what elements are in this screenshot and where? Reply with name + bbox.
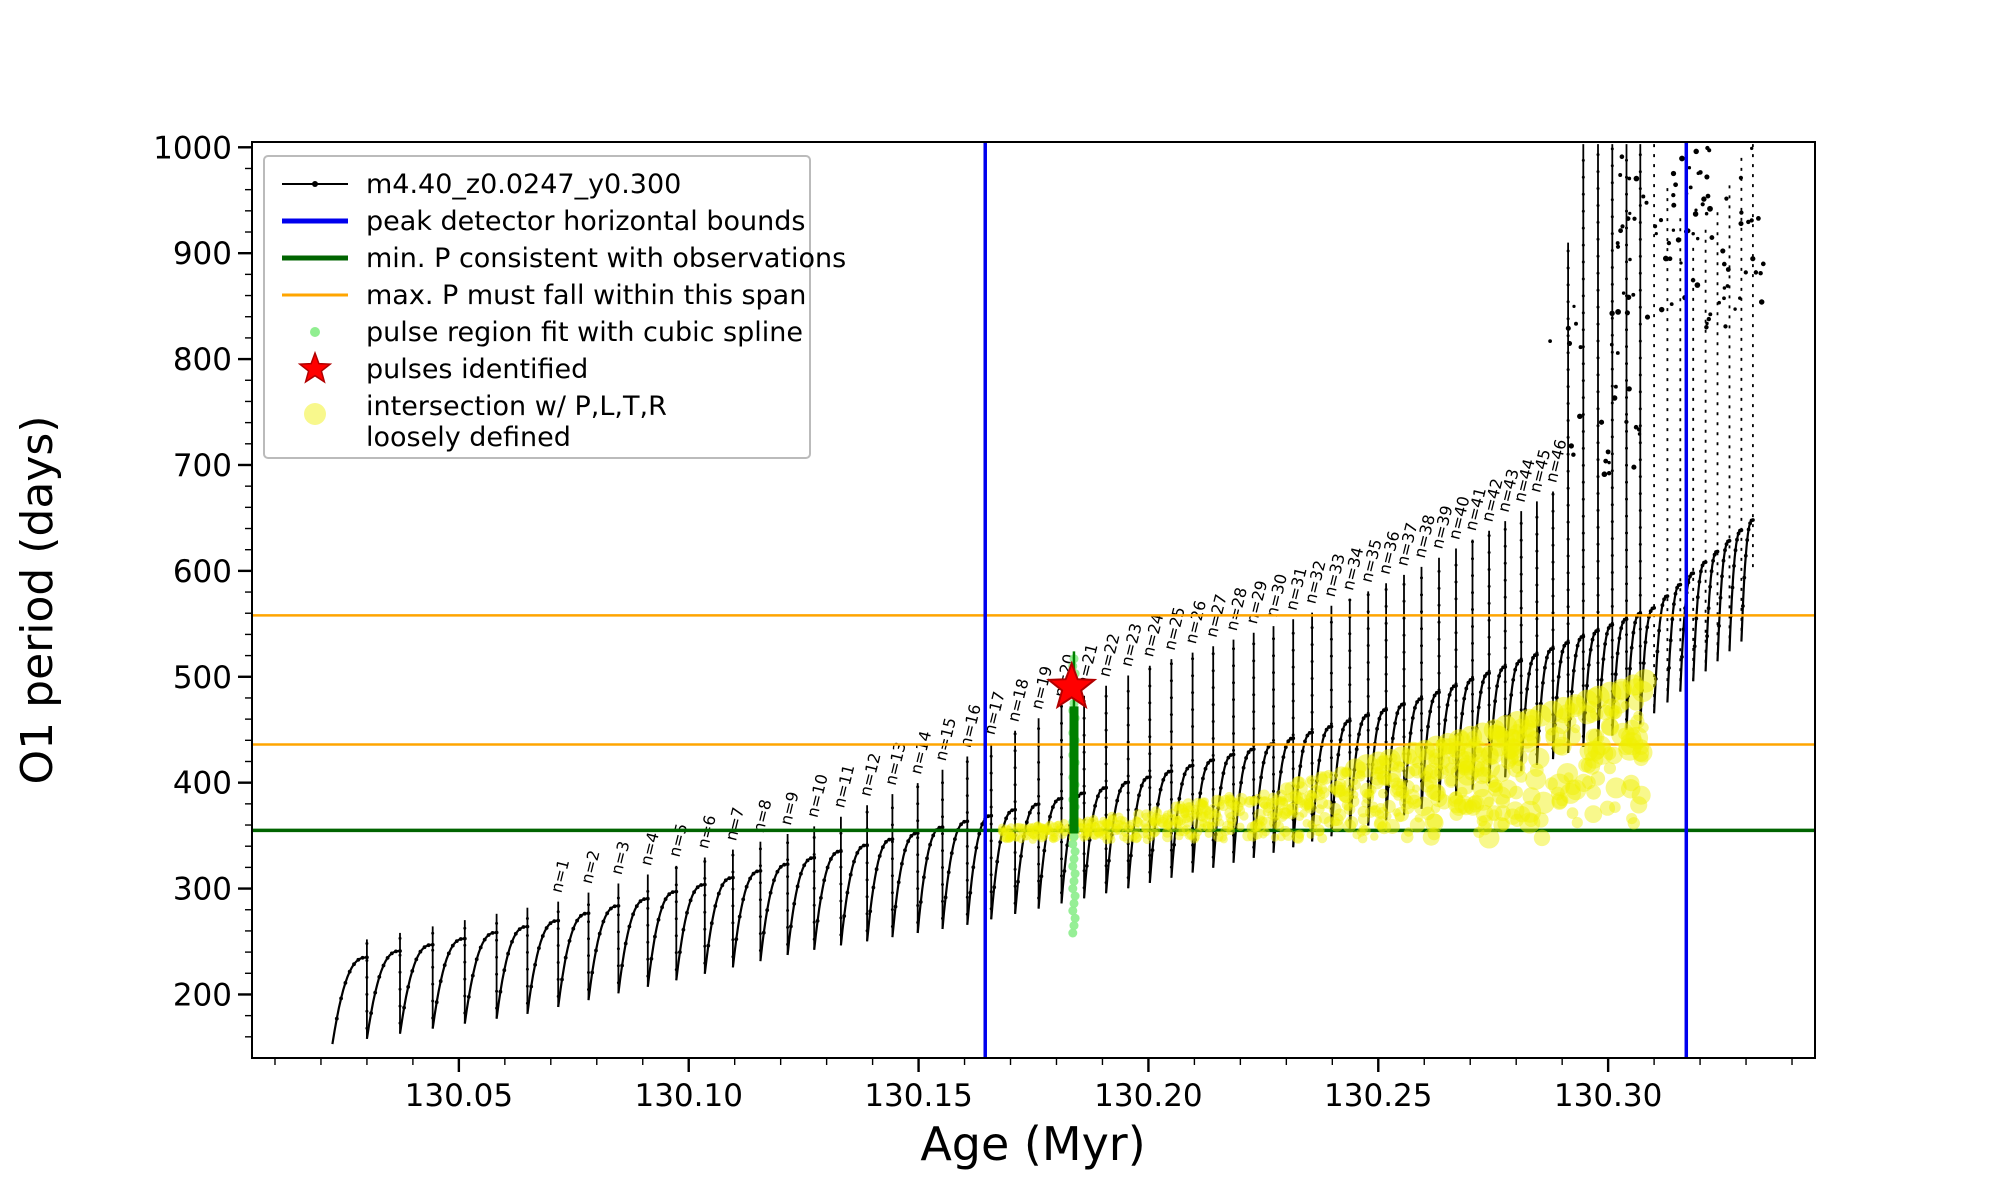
y-tick-label: 1000	[153, 130, 232, 166]
legend-swatch-pulses	[297, 350, 333, 384]
x-axis-title: Age (Myr)	[920, 1117, 1145, 1171]
legend-label-series: m4.40_z0.0247_y0.300	[366, 169, 681, 200]
x-tick-label: 130.25	[1324, 1078, 1432, 1114]
x-tick-label: 130.05	[405, 1078, 513, 1114]
y-tick-label: 600	[173, 554, 232, 590]
legend-box	[263, 155, 811, 459]
pulse-number-label: n=1	[547, 857, 574, 894]
scatter-noise	[1609, 145, 1766, 330]
pulse-number-label: n=11	[829, 762, 858, 809]
legend-label-spline: pulse region fit with cubic spline	[366, 317, 803, 348]
x-tick-label: 130.20	[1094, 1078, 1202, 1114]
y-tick-label: 700	[173, 448, 232, 484]
pulse-number-label: n=14	[906, 729, 935, 776]
pulse-number-label: n=4	[636, 830, 663, 867]
y-tick-label: 500	[173, 660, 232, 696]
pulse-number-label: n=13	[881, 740, 910, 787]
y-tick-label: 400	[173, 766, 232, 802]
x-tick-label: 130.30	[1554, 1078, 1662, 1114]
legend-swatch-spline	[310, 327, 320, 337]
plot-border	[251, 141, 1816, 1059]
legend-label-minp: min. P consistent with observations	[366, 243, 846, 274]
x-tick-label: 130.10	[634, 1078, 742, 1114]
pulse-number-label: n=2	[577, 848, 604, 885]
y-tick-label: 200	[173, 977, 232, 1013]
axes: 130.05 130.10 130.15 130.20 130.25 130.30 200 3…	[153, 130, 1816, 1114]
reference-lines	[252, 142, 1815, 1058]
pulse-number-label: n=15	[931, 716, 960, 763]
legend-label-maxp: max. P must fall within this span	[366, 280, 806, 311]
y-tick-label: 900	[173, 236, 232, 272]
pulse-track-series: n=1 n=2 n=3 n=4 n=5 n=6 n=7 n=8 n=9 n=10n=11n=12n…	[331, 144, 1755, 1045]
pulse-identified-star	[1046, 660, 1098, 710]
y-tick-label: 800	[173, 342, 232, 378]
legend-label-pulses: pulses identified	[366, 354, 588, 385]
y-tick-label: 300	[173, 872, 232, 908]
legend-label-intersection: intersection w/ P,L,T,R	[366, 391, 667, 422]
legend-label-vlines: peak detector horizontal bounds	[366, 206, 805, 237]
x-tick-label: 130.15	[864, 1078, 972, 1114]
pulse-bar	[1069, 706, 1079, 834]
pulse-number-label: n=7	[721, 805, 748, 842]
plot-rendered-content: n=1 n=2 n=3 n=4 n=5 n=6 n=7 n=8 n=9 n=10n=11n=12n…	[153, 130, 1816, 1114]
legend-label2-intersection: loosely defined	[366, 422, 571, 453]
intersection-band	[997, 669, 1657, 849]
pulse-number-label: n=46	[1541, 437, 1570, 484]
pulse-number-label: n=5	[665, 822, 692, 859]
pulse-number-label: n=9	[776, 790, 803, 827]
legend-swatch-intersection	[304, 403, 326, 425]
y-axis-title: O1 period (days)	[12, 416, 63, 785]
pulse-number-label: n=10	[803, 772, 832, 819]
pulse-number-label: n=3	[607, 839, 634, 876]
scatter-noise	[1548, 304, 1642, 478]
pulse-number-label: n=12	[856, 751, 885, 798]
data-layer: n=1 n=2 n=3 n=4 n=5 n=6 n=7 n=8 n=9 n=10n=11n=12n…	[252, 142, 1815, 1058]
